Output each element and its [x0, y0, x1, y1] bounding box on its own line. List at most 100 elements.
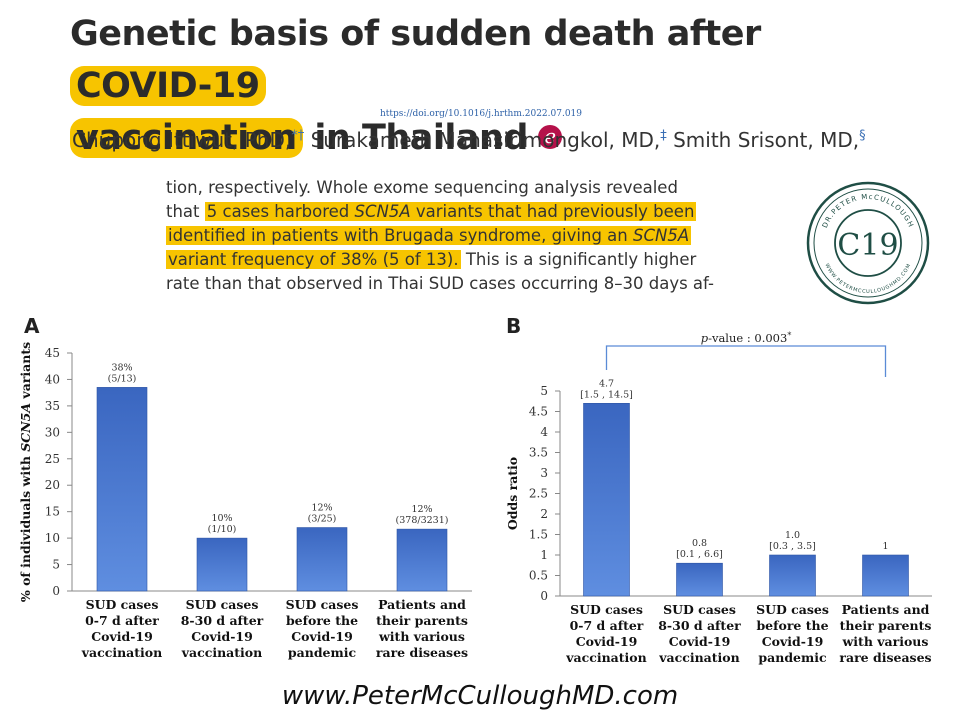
- y-tick-label: 10: [45, 531, 60, 545]
- x-tick-label: Covid-19: [191, 629, 253, 644]
- data-label: (1/10): [208, 524, 237, 535]
- panel-label-b: B: [506, 314, 522, 338]
- x-tick-label: with various: [378, 629, 465, 644]
- excerpt-text: 5 cases harbored: [206, 202, 355, 221]
- data-label: 1.0: [785, 530, 800, 541]
- data-label: 38%: [111, 362, 132, 373]
- x-tick-label: Covid-19: [291, 629, 353, 644]
- excerpt-highlight: 5 cases harbored SCN5A variants that had…: [204, 202, 697, 221]
- p-value-text: -value : 0.003: [708, 331, 787, 345]
- title-highlight-covid: COVID-19: [70, 66, 266, 106]
- x-tick-label: rare diseases: [376, 645, 468, 660]
- y-tick-label: 0.5: [529, 569, 548, 583]
- excerpt-line: that 5 cases harbored SCN5A variants tha…: [166, 200, 766, 224]
- data-label: 4.7: [599, 378, 614, 389]
- x-tick-label: vaccination: [658, 650, 739, 665]
- data-label: [0.3 , 3.5]: [769, 541, 816, 552]
- x-tick-label: SUD cases: [286, 597, 359, 612]
- excerpt-line: rate than that observed in Thai SUD case…: [166, 274, 714, 293]
- bar: [769, 554, 816, 597]
- y-tick-label: 2.5: [529, 487, 548, 501]
- title-highlight-vaccination: vaccination: [70, 118, 303, 158]
- x-tick-label: Covid-19: [576, 634, 638, 649]
- p-value-bracket: [605, 345, 887, 377]
- y-tick-label: 20: [45, 478, 60, 492]
- seal-center-text: C19: [837, 228, 898, 263]
- data-label: 12%: [311, 503, 332, 514]
- x-tick-label: Patients and: [842, 602, 930, 617]
- y-axis-label-text: % of individuals with: [18, 452, 33, 602]
- y-axis-label: Odds ratio: [505, 457, 520, 530]
- x-tick-label: vaccination: [181, 645, 262, 660]
- x-tick-label: SUD cases: [663, 602, 736, 617]
- y-tick-label: 1: [540, 548, 548, 562]
- data-label: 1: [882, 541, 888, 552]
- x-tick-label: vaccination: [81, 645, 162, 660]
- bar: [96, 387, 148, 592]
- data-label: [0.1 , 6.6]: [676, 549, 723, 560]
- panel-label-a: A: [24, 314, 40, 338]
- excerpt-text: variants that had previously been: [410, 202, 695, 221]
- x-tick-label: SUD cases: [186, 597, 259, 612]
- y-axis-label-text: variants: [18, 342, 33, 403]
- paper-title: Genetic basis of sudden death after COVI…: [70, 8, 870, 164]
- data-label: 10%: [211, 513, 232, 524]
- y-tick-label: 4: [540, 425, 548, 439]
- bar: [296, 527, 348, 592]
- y-tick-label: 2: [540, 507, 548, 521]
- y-tick-label: 1.5: [529, 528, 548, 542]
- title-text-2: in Thailand: [302, 118, 528, 158]
- y-tick-label: 0: [52, 584, 60, 598]
- doi-link[interactable]: https://doi.org/10.1016/j.hrthm.2022.07.…: [380, 109, 583, 119]
- y-tick-label: 25: [45, 452, 60, 466]
- author-list: Chupong Ittiwut, PhD,*† Surakameth Mahas…: [72, 128, 866, 152]
- y-axis-label-gene: SCN5A: [18, 403, 33, 452]
- website-footer[interactable]: www.PeterMcCulloughMD.com: [281, 681, 679, 711]
- x-tick-label: pandemic: [288, 645, 357, 660]
- y-tick-label: 5: [540, 384, 548, 398]
- author-affiliation-marks: *†: [291, 128, 305, 144]
- x-tick-label: rare diseases: [839, 650, 931, 665]
- y-tick-label: 45: [45, 346, 60, 360]
- bar: [676, 562, 723, 597]
- x-tick-label: their parents: [840, 618, 932, 633]
- x-tick-label: pandemic: [758, 650, 827, 665]
- x-tick-label: vaccination: [565, 650, 646, 665]
- bar: [583, 402, 630, 597]
- author-name: Surakameth Mahasirimongkol, MD,: [310, 128, 661, 152]
- excerpt-line: tion, respectively. Whole exome sequenci…: [166, 178, 678, 197]
- bar: [862, 554, 909, 597]
- y-tick-label: 4.5: [529, 405, 548, 419]
- excerpt-highlight: variant frequency of 38% (5 of 13).: [166, 250, 461, 269]
- excerpt-highlight: identified in patients with Brugada synd…: [166, 226, 692, 245]
- x-tick-label: 8-30 d after: [658, 618, 741, 633]
- c19-seal-logo: DR.PETER McCULLOUGH WWW.PETERMCCULLOUGHM…: [806, 181, 930, 305]
- title-text-1: Genetic basis of sudden death after: [70, 14, 761, 54]
- data-label: [1.5 , 14.5]: [580, 389, 633, 400]
- y-tick-label: 0: [540, 589, 548, 603]
- x-tick-label: Covid-19: [91, 629, 153, 644]
- author-affiliation-marks: ‡: [660, 128, 667, 144]
- epub-badge-icon: e: [537, 125, 562, 149]
- x-tick-label: 8-30 d after: [181, 613, 264, 628]
- author-name: Smith Srisont, MD,: [673, 128, 860, 152]
- x-tick-label: before the: [286, 613, 358, 628]
- y-tick-label: 15: [45, 505, 60, 519]
- x-tick-label: 0-7 d after: [570, 618, 644, 633]
- p-value-p: p: [701, 331, 709, 345]
- bar: [196, 537, 248, 592]
- x-tick-label: with various: [842, 634, 929, 649]
- x-tick-label: their parents: [376, 613, 468, 628]
- p-value-mark: *: [787, 331, 791, 340]
- x-tick-label: Covid-19: [669, 634, 731, 649]
- excerpt-text: This is a significantly higher: [460, 250, 697, 269]
- bar: [396, 528, 448, 592]
- author-name: Chupong Ittiwut, PhD,: [72, 128, 292, 152]
- y-axis-label: % of individuals with SCN5A variants: [18, 342, 33, 602]
- data-label: 0.8: [692, 538, 707, 549]
- data-label: (5/13): [108, 373, 137, 384]
- excerpt-line: identified in patients with Brugada synd…: [166, 224, 766, 248]
- data-label: (3/25): [308, 514, 337, 525]
- x-tick-label: SUD cases: [570, 602, 643, 617]
- gene-name: SCN5A: [354, 202, 411, 221]
